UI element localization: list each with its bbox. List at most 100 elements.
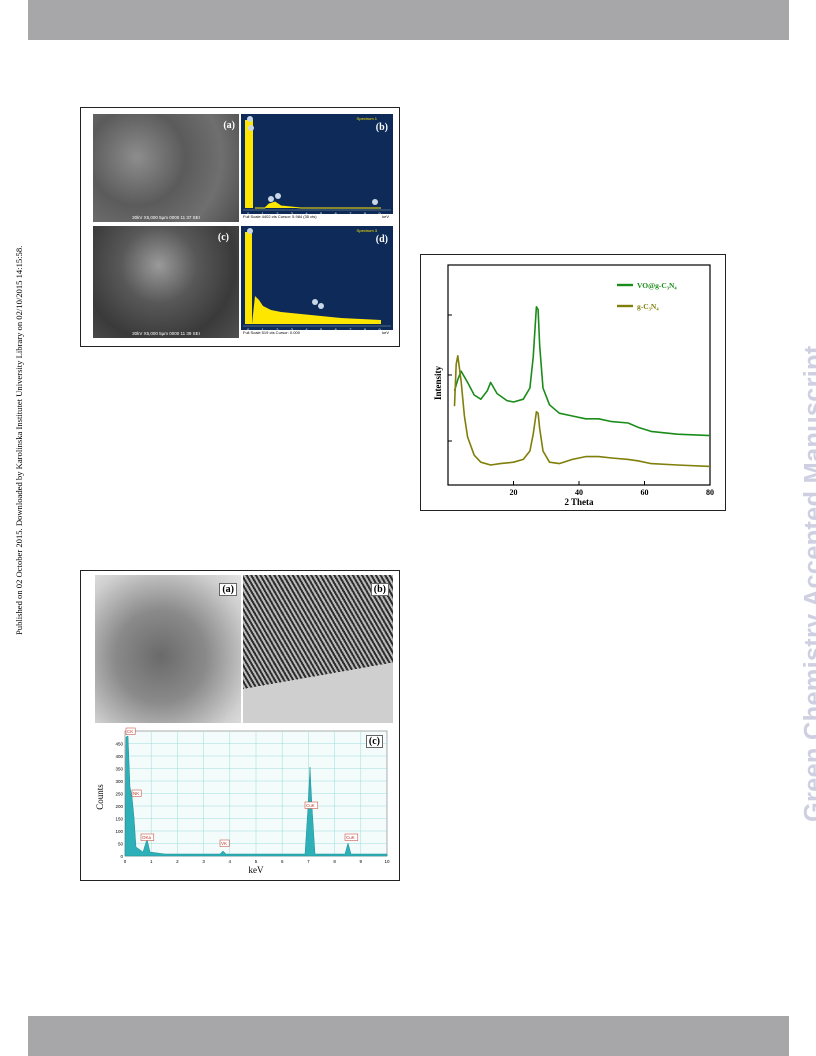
eds-footer-text-b: Full Scale 4402 cts Cursor: 5.984 (35 ct… — [243, 214, 317, 219]
panel-label-d: (d) — [375, 234, 388, 245]
publication-note: Published on 02 October 2015. Downloaded… — [14, 245, 24, 635]
tem-eds-x-tick-label: 6 — [281, 859, 284, 864]
tem-eds-y-label: Counts — [95, 784, 105, 810]
tem-eds-x-tick-label: 3 — [202, 859, 205, 864]
tem-eds-y-tick-label: 300 — [115, 779, 123, 784]
tem-eds-x-label: keV — [249, 865, 264, 875]
eds-baseline-b — [255, 201, 381, 209]
tem-eds-y-ticks: 0 50 100 150 200 250 300 350 400 450 — [115, 742, 123, 860]
xrd-x-tick-label: 40 — [575, 488, 583, 497]
xrd-series-group — [453, 306, 711, 468]
tem-eds-x-tick-label: 2 — [176, 859, 179, 864]
tem-eds-x-tick-label: 10 — [384, 859, 390, 864]
eds-tick-label: 5 — [320, 327, 323, 332]
tem-eds-peak-label-box — [125, 727, 136, 735]
peak-marker — [247, 228, 253, 234]
eds-spectrum-title-b: Spectrum 1 — [356, 116, 377, 121]
tem-eds-peak-label-box — [219, 839, 230, 847]
peak-marker — [318, 303, 324, 309]
eds-tick-label: 8 — [364, 327, 367, 332]
tem-eds-x-tick-label: 8 — [333, 859, 336, 864]
hrtem-vacuum-region — [243, 663, 393, 723]
eds-spectrum-d: Spectrum 3 (d) 0 1 2 3 4 5 6 7 8 9 Full Scale 519… — [241, 226, 393, 338]
tem-eds-peak-label: VK — [221, 841, 227, 846]
panel-label-c: (c) — [365, 735, 383, 748]
tem-eds-x-tick-label: 1 — [150, 859, 153, 864]
eds-tick-label: 9 — [378, 327, 381, 332]
tem-eds-x-ticks: 0 1 2 3 4 5 6 7 8 9 10 — [124, 859, 390, 864]
tem-eds-y-tick-label: 200 — [115, 804, 123, 809]
tem-eds-spectrum — [124, 735, 388, 857]
eds-tick-label: 6 — [335, 327, 338, 332]
tem-eds-x-tick-label: 9 — [360, 859, 363, 864]
peak-marker — [247, 116, 253, 122]
eds-background-d — [252, 296, 381, 324]
panel-label-a: (a) — [219, 583, 237, 596]
eds-tick-label: 2 — [276, 327, 279, 332]
eds-tick-label: 6 — [335, 211, 338, 216]
eds-tick-label: 2 — [276, 211, 279, 216]
tem-eds-peak-label: CuK — [306, 803, 315, 808]
tem-eds-x-tick-label: 4 — [229, 859, 232, 864]
eds-spectrum-title-d: Spectrum 3 — [356, 228, 377, 233]
eds-ticks-b: 0 1 2 3 4 5 6 7 8 9 — [247, 211, 381, 216]
eds-tick-label: 3 — [291, 327, 294, 332]
tem-eds-peak-label-box — [304, 801, 319, 809]
accepted-manuscript-watermark: Green Chemistry Accepted Manuscript — [800, 345, 816, 822]
eds-tick-label: 3 — [291, 211, 294, 216]
tem-eds-x-tick-label: 0 — [124, 859, 127, 864]
tem-eds-y-tick-label: 50 — [118, 842, 124, 847]
legend-label-vo: VO@g-C₃N₄ — [637, 281, 677, 290]
xrd-x-axis-label: 2 Theta — [564, 497, 594, 507]
xrd-series-line-0 — [453, 306, 711, 437]
peak-marker — [275, 193, 281, 199]
eds-tick-label: 1 — [262, 211, 265, 216]
eds-footer-text-d: Full Scale 519 cts Cursor: 0.000 — [243, 330, 300, 335]
tem-image-a: (a) — [95, 575, 241, 723]
tem-eds-peak-label-box — [140, 833, 155, 841]
xrd-plot-frame — [447, 264, 711, 486]
tem-eds-peak-label: CuK — [346, 835, 355, 840]
peak-marker — [268, 196, 274, 202]
xrd-x-tick-label: 20 — [510, 488, 518, 497]
xrd-legend: VO@g-C₃N₄ g-C₃N₄ — [617, 281, 677, 311]
tem-eds-x-tick-label: 5 — [255, 859, 258, 864]
xrd-figure: 20 40 60 80 2 Theta Intensity VO@g-C₃N₄ g-C… — [420, 254, 726, 511]
sem-image-a: (a) 30kV X5,000 5µm 0000 11 37 SEI — [93, 114, 239, 222]
tem-eds-spectrum-c: CK NK OKa VK CuK CuK 0 50 100 150 200 250 300 350 400… — [95, 727, 393, 875]
eds-footer-b: Full Scale 4402 cts Cursor: 5.984 (35 ct… — [241, 214, 393, 222]
tem-eds-figure: (a) (b) CK NK OKa VK CuK CuK 0 50 100 150 200 250 3… — [80, 570, 400, 881]
eds-tick-label: 7 — [349, 211, 352, 216]
xrd-y-axis-label: Intensity — [433, 366, 443, 401]
eds-peak-c-b — [245, 120, 253, 208]
hrtem-image-b: (b) — [243, 575, 393, 723]
sem-eds-figure: (a) 30kV X5,000 5µm 0000 11 37 SEI Spect… — [80, 107, 400, 347]
tem-eds-peak-label: OKa — [142, 835, 152, 840]
eds-tick-label: 1 — [262, 327, 265, 332]
panel-label-b: (b) — [375, 122, 388, 133]
panel-label-b: (b) — [370, 583, 389, 596]
xrd-series-line-1 — [453, 355, 711, 468]
tem-eds-peak-label: CK — [127, 729, 133, 734]
eds-tick-label: 4 — [305, 327, 308, 332]
eds-ticks-d: 0 1 2 3 4 5 6 7 8 9 — [247, 327, 381, 332]
eds-unit-d: keV — [382, 330, 389, 335]
peak-marker — [248, 125, 254, 131]
tem-eds-peak-label-box — [131, 789, 142, 797]
eds-plot-d: 0 1 2 3 4 5 6 7 8 9 — [243, 228, 391, 332]
tem-eds-y-tick-label: 400 — [115, 754, 123, 759]
tem-eds-peak-label-box — [344, 833, 359, 841]
eds-unit-b: keV — [382, 214, 389, 219]
peak-marker — [312, 299, 318, 305]
xrd-x-tick-label: 60 — [641, 488, 649, 497]
xrd-chart: 20 40 60 80 2 Theta Intensity VO@g-C₃N₄ g-C… — [433, 264, 714, 507]
panel-label-c: (c) — [217, 232, 229, 243]
eds-tick-label: 8 — [364, 211, 367, 216]
footer-bar — [28, 1016, 789, 1056]
tem-eds-peak-labels: CK NK OKa VK CuK CuK — [125, 727, 359, 847]
tem-eds-peak-label: NK — [133, 791, 139, 796]
tem-eds-y-tick-label: 350 — [115, 767, 123, 772]
tem-eds-y-tick-label: 250 — [115, 792, 123, 797]
